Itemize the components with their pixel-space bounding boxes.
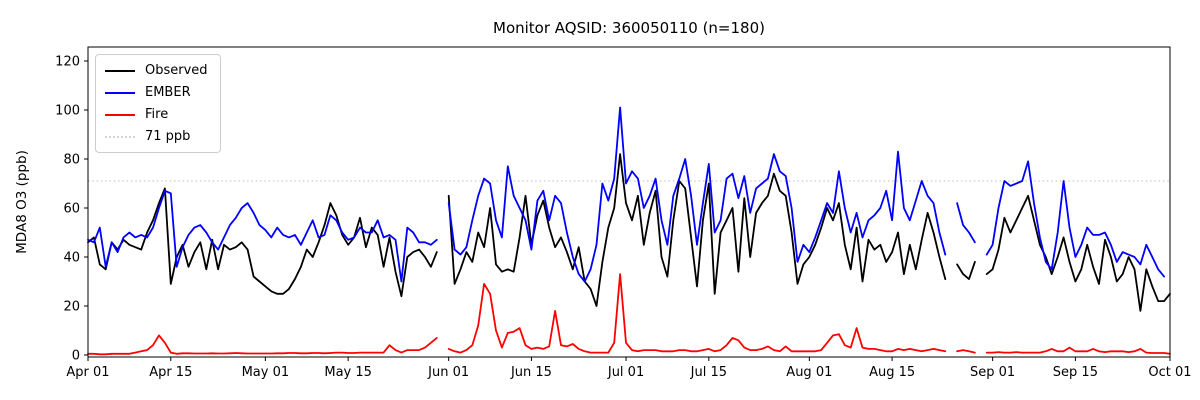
fire-line <box>87 334 438 356</box>
y-tick-label: 80 <box>63 153 80 168</box>
x-tick-label: Apr 15 <box>149 365 192 380</box>
legend-item-observed: Observed <box>105 63 208 78</box>
ember-line <box>87 189 438 283</box>
x-tick-label: Oct 01 <box>1148 365 1191 380</box>
legend-item-ember: EMBER <box>105 85 208 100</box>
x-tick-label: Jul 01 <box>607 365 644 380</box>
fire-line <box>447 273 947 354</box>
legend-swatch <box>105 135 135 138</box>
x-tick-label: Jul 15 <box>690 365 727 380</box>
observed-line <box>985 194 1171 312</box>
x-tick-label: Aug 01 <box>786 365 832 380</box>
observed-line <box>87 187 438 298</box>
legend-item-fire: Fire <box>105 107 208 122</box>
x-tick-label: Jun 01 <box>427 365 469 380</box>
legend-item-label: Observed <box>145 63 208 78</box>
y-tick-label: 40 <box>63 251 80 266</box>
x-tick-label: Jun 15 <box>510 365 552 380</box>
x-tick-label: Sep 15 <box>1053 365 1098 380</box>
plot-border <box>87 46 1171 358</box>
observed-line <box>956 260 976 281</box>
fire-line <box>956 349 976 354</box>
chart-title: Monitor AQSID: 360050110 (n=180) <box>493 19 765 37</box>
observed-line <box>447 153 947 307</box>
ember-line <box>956 202 976 244</box>
y-tick-label: 20 <box>63 300 80 315</box>
x-tick-label: Sep 01 <box>970 365 1015 380</box>
y-tick-label: 0 <box>72 349 80 364</box>
y-tick-label: 120 <box>55 55 80 70</box>
legend: Observed EMBER Fire 71 ppb <box>95 54 221 153</box>
x-tick-label: May 15 <box>324 365 372 380</box>
legend-item-label: EMBER <box>145 85 191 100</box>
ember-line <box>447 106 947 283</box>
legend-swatch <box>105 113 135 116</box>
legend-item-71-ppb: 71 ppb <box>105 129 208 144</box>
legend-item-label: Fire <box>145 107 169 122</box>
y-tick-label: 60 <box>63 202 80 217</box>
x-tick-label: Apr 01 <box>66 365 109 380</box>
x-tick-label: Aug 15 <box>869 365 915 380</box>
legend-swatch <box>105 69 135 72</box>
y-tick-label: 100 <box>55 104 80 119</box>
x-tick-label: May 01 <box>242 365 290 380</box>
ember-line <box>985 160 1165 278</box>
legend-item-label: 71 ppb <box>145 129 191 144</box>
fire-line <box>985 346 1171 355</box>
legend-swatch <box>105 91 135 94</box>
